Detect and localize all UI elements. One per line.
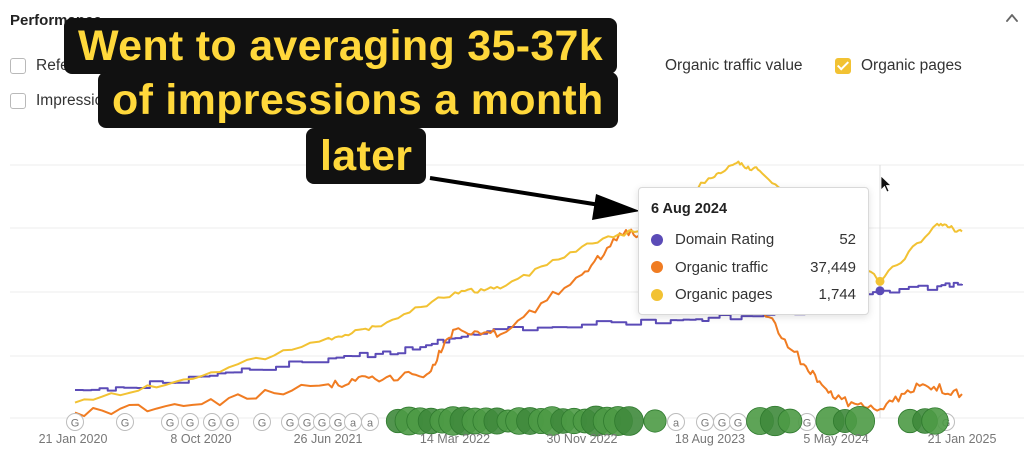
annotation-line-1: Went to averaging 35-37k bbox=[64, 18, 617, 74]
x-axis-tick-label: 14 Mar 2022 bbox=[420, 432, 490, 446]
google-update-marker: G bbox=[66, 413, 84, 431]
marker-letter: G bbox=[208, 418, 217, 430]
google-update-bubble bbox=[643, 409, 667, 433]
marker-circle bbox=[116, 413, 134, 431]
google-update-bubble bbox=[614, 406, 644, 436]
option-organic-traffic-value[interactable]: Organic traffic value bbox=[665, 57, 803, 75]
annotation-line-2: of impressions a month bbox=[98, 72, 618, 128]
x-axis-tick-label: 8 Oct 2020 bbox=[170, 432, 231, 446]
chart-grid bbox=[10, 164, 1024, 419]
organic-traffic-dot bbox=[651, 261, 663, 274]
tooltip-series-value: 37,449 bbox=[810, 258, 856, 276]
google-update-marker: G bbox=[313, 413, 331, 431]
arrow-shaft bbox=[429, 176, 601, 207]
google-update-marker: G bbox=[329, 413, 347, 431]
annotation-callout: Went to averaging 35-37k of impressions … bbox=[64, 18, 666, 186]
collapse-chevron-icon[interactable] bbox=[1004, 10, 1020, 26]
organic-pages-dot bbox=[651, 288, 663, 301]
chart-tooltip: 6 Aug 2024 Domain Rating 52 Organic traf… bbox=[638, 187, 869, 315]
marker-circle bbox=[253, 413, 271, 431]
marker-circle bbox=[181, 413, 199, 431]
marker-letter: G bbox=[226, 418, 235, 430]
x-axis-labels: 21 Jan 2020 8 Oct 2020 26 Jun 2021 14 Mar 2… bbox=[39, 432, 997, 446]
marker-letter: G bbox=[334, 418, 343, 430]
marker-circle bbox=[221, 413, 239, 431]
x-axis-tick-label: 5 May 2024 bbox=[803, 432, 868, 446]
x-axis-tick-label: 21 Jan 2025 bbox=[928, 432, 997, 446]
option-label: Organic pages bbox=[861, 57, 962, 74]
google-update-marker: G bbox=[729, 413, 747, 431]
marker-letter: G bbox=[71, 418, 80, 430]
mouse-cursor-icon bbox=[880, 175, 893, 193]
x-axis-tick-label: 30 Nov 2022 bbox=[547, 432, 618, 446]
google-update-markers: GGGGGGGGGGGaaaGGGGG bbox=[66, 405, 955, 437]
google-update-marker: G bbox=[203, 413, 221, 431]
google-update-marker: G bbox=[713, 413, 731, 431]
annotation-line-3: later bbox=[306, 128, 427, 184]
google-update-bubble bbox=[844, 405, 876, 437]
marker-letter: G bbox=[166, 418, 175, 430]
x-axis-tick-label: 18 Aug 2023 bbox=[675, 432, 745, 446]
marker-letter: G bbox=[701, 418, 710, 430]
hover-point-organic-pages bbox=[875, 276, 885, 286]
marker-letter: G bbox=[303, 418, 312, 430]
marker-letter: G bbox=[803, 418, 812, 430]
tooltip-series-name: Domain Rating bbox=[675, 231, 775, 249]
tooltip-row-organic-pages: Organic pages 1,744 bbox=[651, 281, 856, 309]
google-update-marker: a bbox=[344, 413, 362, 431]
google-update-marker: G bbox=[696, 413, 714, 431]
marker-circle bbox=[203, 413, 221, 431]
checkbox-referring-domains[interactable] bbox=[10, 58, 26, 74]
google-update-marker: G bbox=[181, 413, 199, 431]
marker-circle bbox=[161, 413, 179, 431]
google-update-bubble bbox=[777, 408, 803, 434]
marker-letter: a bbox=[673, 418, 680, 430]
tooltip-series-name: Organic traffic bbox=[675, 258, 769, 276]
google-update-marker: G bbox=[253, 413, 271, 431]
checkbox-impressions[interactable] bbox=[10, 93, 26, 109]
chart-extras bbox=[429, 175, 893, 296]
marker-circle bbox=[361, 413, 379, 431]
google-update-marker: G bbox=[298, 413, 316, 431]
tooltip-series-value: 52 bbox=[839, 231, 856, 249]
google-update-marker: G bbox=[221, 413, 239, 431]
option-label: Organic traffic value bbox=[665, 57, 803, 74]
google-update-marker: a bbox=[667, 413, 685, 431]
option-organic-pages[interactable]: Organic pages bbox=[835, 57, 962, 75]
marker-letter: G bbox=[186, 418, 195, 430]
tooltip-date: 6 Aug 2024 bbox=[651, 201, 728, 217]
marker-letter: G bbox=[718, 418, 727, 430]
series-line-organic-traffic bbox=[74, 224, 963, 418]
arrow-head bbox=[592, 194, 640, 220]
x-axis-tick-label: 26 Jun 2021 bbox=[294, 432, 363, 446]
x-axis-tick-label: 21 Jan 2020 bbox=[39, 432, 108, 446]
domain-rating-dot bbox=[651, 233, 663, 246]
tooltip-series-name: Organic pages bbox=[675, 286, 773, 304]
marker-letter: G bbox=[318, 418, 327, 430]
tooltip-series-value: 1,744 bbox=[818, 286, 856, 304]
google-update-marker: G bbox=[281, 413, 299, 431]
marker-circle bbox=[66, 413, 84, 431]
marker-letter: G bbox=[258, 418, 267, 430]
checkbox-organic-pages[interactable] bbox=[835, 58, 851, 74]
tooltip-row-domain-rating: Domain Rating 52 bbox=[651, 226, 856, 254]
google-update-bubble bbox=[921, 407, 949, 435]
google-update-marker: G bbox=[116, 413, 134, 431]
marker-letter: G bbox=[121, 418, 130, 430]
google-update-marker: G bbox=[161, 413, 179, 431]
marker-circle bbox=[667, 413, 685, 431]
marker-letter: G bbox=[734, 418, 743, 430]
google-update-marker: a bbox=[361, 413, 379, 431]
annotation-arrow bbox=[429, 176, 640, 220]
marker-letter: a bbox=[350, 418, 357, 430]
marker-letter: a bbox=[367, 418, 374, 430]
tooltip-row-organic-traffic: Organic traffic 37,449 bbox=[651, 254, 856, 282]
hover-point-domain-rating bbox=[875, 286, 885, 296]
marker-letter: G bbox=[286, 418, 295, 430]
